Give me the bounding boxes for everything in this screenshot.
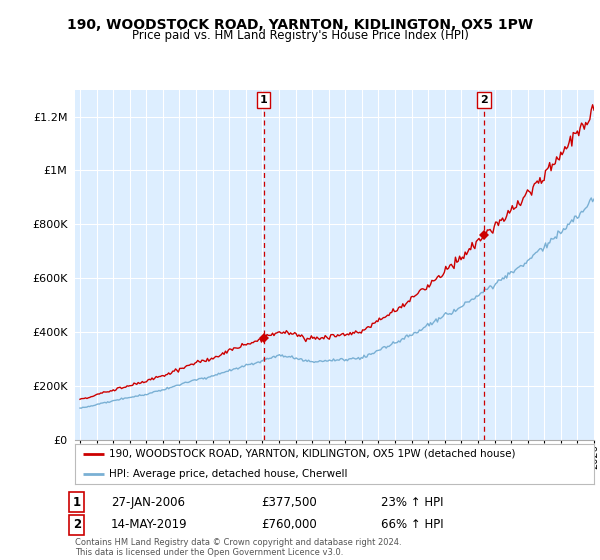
Text: 27-JAN-2006: 27-JAN-2006 bbox=[111, 496, 185, 509]
Text: £760,000: £760,000 bbox=[261, 518, 317, 531]
Text: £377,500: £377,500 bbox=[261, 496, 317, 509]
Text: 2: 2 bbox=[73, 518, 81, 531]
Text: Contains HM Land Registry data © Crown copyright and database right 2024.
This d: Contains HM Land Registry data © Crown c… bbox=[75, 538, 401, 557]
Text: 14-MAY-2019: 14-MAY-2019 bbox=[111, 518, 188, 531]
Text: HPI: Average price, detached house, Cherwell: HPI: Average price, detached house, Cher… bbox=[109, 469, 347, 479]
Text: 1: 1 bbox=[260, 95, 268, 105]
Text: 190, WOODSTOCK ROAD, YARNTON, KIDLINGTON, OX5 1PW (detached house): 190, WOODSTOCK ROAD, YARNTON, KIDLINGTON… bbox=[109, 449, 515, 459]
Text: 23% ↑ HPI: 23% ↑ HPI bbox=[381, 496, 443, 509]
Bar bbox=[263, 90, 484, 440]
Text: 66% ↑ HPI: 66% ↑ HPI bbox=[381, 518, 443, 531]
Text: Price paid vs. HM Land Registry's House Price Index (HPI): Price paid vs. HM Land Registry's House … bbox=[131, 29, 469, 42]
Text: 2: 2 bbox=[480, 95, 488, 105]
Text: 190, WOODSTOCK ROAD, YARNTON, KIDLINGTON, OX5 1PW: 190, WOODSTOCK ROAD, YARNTON, KIDLINGTON… bbox=[67, 18, 533, 32]
Text: 1: 1 bbox=[73, 496, 81, 509]
